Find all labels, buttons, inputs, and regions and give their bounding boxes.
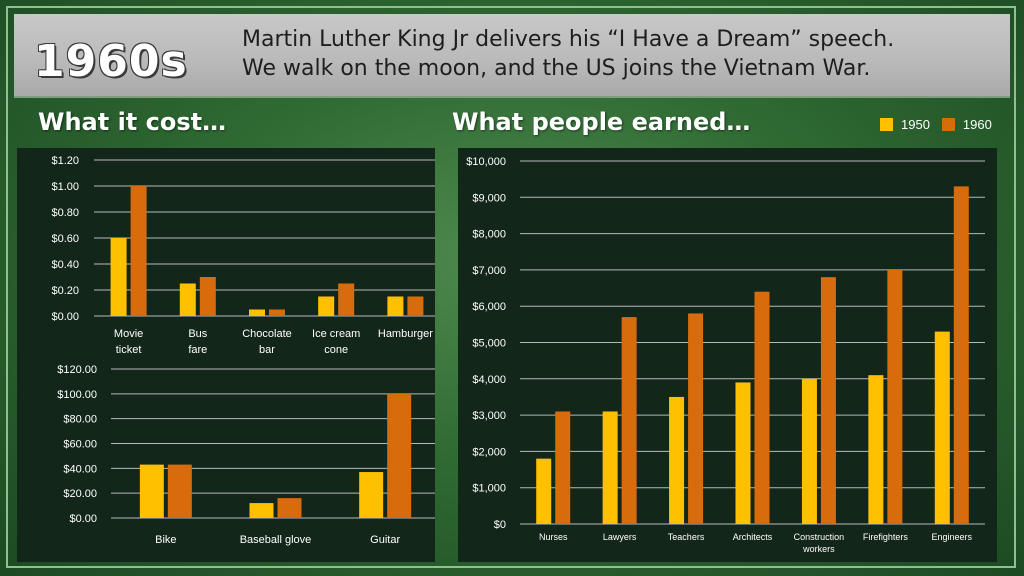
- earnings-category-label: Teachers: [668, 532, 705, 542]
- cost-small-category-label: ticket: [116, 344, 142, 353]
- cost-large-y-tick-label: $60.00: [63, 439, 97, 451]
- cost-large-category-label: Baseball glove: [240, 534, 312, 546]
- earnings-bar-1960: [820, 277, 836, 524]
- cost-large-y-tick-label: $20.00: [63, 488, 97, 500]
- cost-large-y-tick-label: $40.00: [63, 463, 97, 475]
- earnings-y-tick-label: $3,000: [472, 410, 506, 422]
- cost-large-y-tick-label: $100.00: [57, 389, 97, 401]
- cost-small-category-label: cone: [324, 344, 348, 353]
- header-banner: 1960s Martin Luther King Jr delivers his…: [14, 14, 1010, 98]
- earnings-bar-1950: [934, 331, 950, 524]
- cost-small-category-label: Hamburger: [378, 328, 433, 340]
- headline: Martin Luther King Jr delivers his “I Ha…: [242, 25, 1002, 83]
- cost-small-category-label: Movie: [114, 328, 143, 340]
- earnings-y-tick-label: $7,000: [472, 265, 506, 277]
- legend-label-1950: 1950: [901, 117, 930, 132]
- legend-swatch-1950: [880, 118, 893, 131]
- earnings-y-tick-label: $2,000: [472, 446, 506, 458]
- earnings-category-label: Lawyers: [603, 532, 637, 542]
- legend-swatch-1960: [941, 118, 955, 131]
- cost-large-bar-1960: [167, 464, 192, 518]
- cost-large-y-tick-label: $80.00: [63, 414, 97, 426]
- legend-item-1960: 1960: [941, 117, 992, 132]
- earnings-category-label: Construction: [794, 532, 845, 542]
- cost-large-items-chart: $0.00 $20.00 $40.00 $60.00 $80.00 $100.00 $120…: [57, 364, 435, 546]
- earnings-y-tick-label: $0: [494, 519, 506, 531]
- cost-large-y-tick-label: $0.00: [69, 513, 97, 525]
- earnings-category-label: Nurses: [539, 532, 568, 542]
- cost-small-bar-1960: [338, 283, 355, 316]
- headline-line-1: Martin Luther King Jr delivers his “I Ha…: [242, 27, 895, 52]
- cost-section-title: What it cost…: [38, 108, 227, 136]
- earnings-bar-1950: [602, 411, 618, 524]
- chart-legend: 1950 1960: [880, 117, 1004, 132]
- cost-small-category-label: bar: [259, 344, 275, 353]
- cost-large-bar-1950: [139, 464, 164, 518]
- earnings-bar-1960: [688, 313, 704, 524]
- earnings-category-label: Engineers: [932, 532, 973, 542]
- legend-label-1960: 1960: [962, 117, 992, 132]
- cost-small-bar-1960: [269, 309, 285, 316]
- cost-small-y-tick-label: $0.20: [51, 285, 79, 297]
- earnings-y-tick-label: $10,000: [466, 156, 506, 168]
- earnings-bar-1960: [621, 317, 637, 524]
- cost-small-y-tick-label: $0.40: [51, 259, 79, 271]
- cost-small-y-tick-label: $0.60: [51, 233, 79, 245]
- cost-small-bar-1960: [130, 186, 147, 316]
- cost-small-y-tick-label: $0.80: [51, 207, 79, 219]
- earnings-bar-1960: [887, 269, 903, 524]
- earnings-category-label: workers: [802, 544, 835, 554]
- earnings-y-tick-label: $8,000: [472, 229, 506, 241]
- headline-line-2: We walk on the moon, and the US joins th…: [242, 56, 871, 81]
- legend-item-1950: 1950: [880, 117, 930, 132]
- cost-small-y-tick-label: $1.20: [51, 155, 79, 167]
- cost-small-bar-1950: [110, 238, 127, 316]
- earnings-chart: $0 $1,000 $2,000 $3,000 $4,000 $5,000 $6,000 $7…: [466, 156, 985, 554]
- cost-small-y-tick-label: $1.00: [51, 181, 79, 193]
- cost-small-bar-1950: [387, 296, 404, 316]
- earnings-bar-1960: [953, 186, 969, 524]
- earned-section-title: What people earned…: [452, 108, 751, 136]
- earnings-bar-1950: [536, 458, 552, 524]
- cost-small-items-chart: $0.00 $0.20 $0.40 $0.60 $0.80 $1.00 $1.20 Movie…: [51, 155, 435, 353]
- cost-small-bar-1950: [179, 283, 196, 316]
- cost-small-bar-1960: [199, 277, 216, 316]
- cost-large-bar-1950: [249, 503, 274, 518]
- cost-small-bar-1950: [318, 296, 335, 316]
- cost-large-bar-1960: [277, 498, 302, 518]
- earnings-y-tick-label: $6,000: [472, 301, 506, 313]
- cost-large-bar-1960: [387, 393, 412, 518]
- earnings-y-tick-label: $4,000: [472, 374, 506, 386]
- earnings-y-tick-label: $5,000: [472, 338, 506, 350]
- cost-large-bar-1950: [359, 472, 384, 518]
- earnings-bar-1950: [801, 378, 817, 524]
- cost-small-bar-1950: [249, 309, 265, 316]
- cost-small-category-label: Bus: [188, 328, 207, 340]
- earnings-bar-1950: [735, 382, 751, 524]
- earnings-bar-1960: [754, 291, 770, 524]
- earnings-chart-panel: $0 $1,000 $2,000 $3,000 $4,000 $5,000 $6,000 $7…: [458, 148, 997, 562]
- cost-chart-panel: $0.00 $0.20 $0.40 $0.60 $0.80 $1.00 $1.20 Movie…: [17, 148, 435, 562]
- cost-small-category-label: Ice cream: [312, 328, 360, 340]
- cost-small-bar-1960: [407, 296, 424, 316]
- earnings-bar-1950: [669, 396, 685, 524]
- cost-large-y-tick-label: $120.00: [57, 364, 97, 376]
- cost-large-category-label: Guitar: [370, 534, 400, 546]
- earnings-y-tick-label: $1,000: [472, 483, 506, 495]
- cost-small-category-label: Chocolate: [242, 328, 292, 340]
- earnings-category-label: Architects: [733, 532, 773, 542]
- cost-small-category-label: fare: [188, 344, 207, 353]
- earnings-category-label: Firefighters: [863, 532, 909, 542]
- era-title: 1960s: [34, 36, 188, 87]
- cost-large-category-label: Bike: [155, 534, 176, 546]
- cost-small-y-tick-label: $0.00: [51, 311, 79, 323]
- earnings-bar-1950: [868, 375, 884, 524]
- earnings-y-tick-label: $9,000: [472, 192, 506, 204]
- earnings-bar-1960: [555, 411, 571, 524]
